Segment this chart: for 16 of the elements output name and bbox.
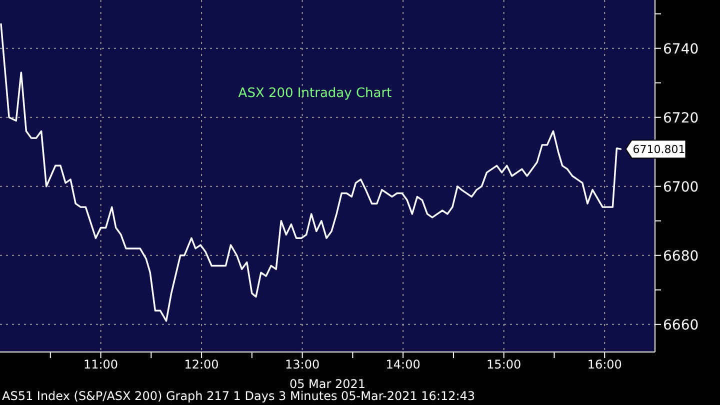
data-label: 6710.801 xyxy=(632,143,686,156)
text: ASX 200 Intraday Chart xyxy=(238,86,392,101)
y-tick-label: 6720 xyxy=(663,110,699,126)
text: AS51 Index (S&P/ASX 200) Graph 217 1 Days 3 Minutes 05-Mar-2021 16:12:43 xyxy=(2,389,476,403)
x-tick-label: 13:00 xyxy=(285,358,320,372)
y-tick-label: 6660 xyxy=(663,317,699,334)
x-tick-label: 11:00 xyxy=(83,358,118,372)
x-tick-label: 15:00 xyxy=(486,358,522,372)
x-axis-title: 05 Mar 2021 xyxy=(289,377,366,391)
y-tick-label: 6700 xyxy=(663,179,699,196)
y-tick-label: 6740 xyxy=(663,41,699,58)
x-tick-label: 12:00 xyxy=(184,358,219,372)
line-series xyxy=(0,23,622,322)
x-tick-label: 16:00 xyxy=(587,358,622,372)
y-tick-label: 6680 xyxy=(663,248,699,264)
x-tick-label: 14:00 xyxy=(386,358,420,372)
